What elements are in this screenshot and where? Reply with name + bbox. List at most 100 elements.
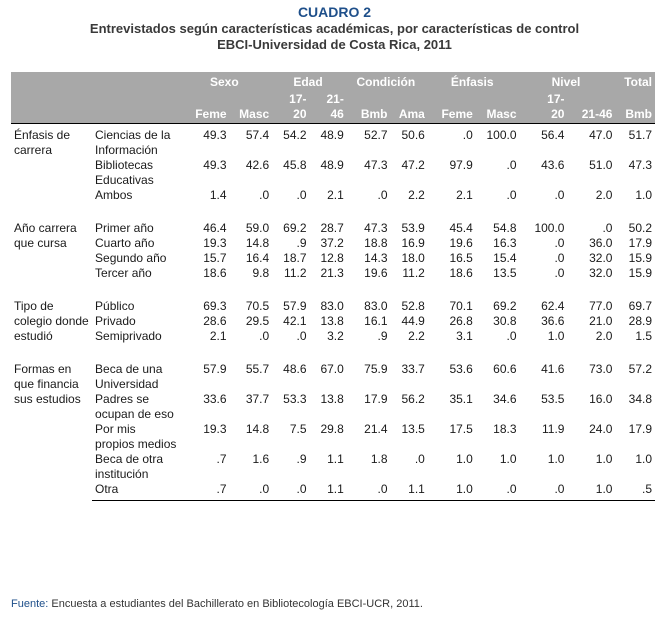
table-title: Entrevistados según características acad… [89,21,580,36]
table-row: Padres se ocupan de eso 33.6 37.7 53.3 13.8 1… [11,392,655,422]
value-cell: 15.9 [628,251,652,265]
table-row: Por mis propios medios 19.3 14.8 7.5 29.8 21.… [11,422,655,452]
value-cell: 54.2 [272,123,310,158]
source-label: Fuente: [11,598,49,610]
value-cell: 2.2 [408,188,425,202]
value-cell: 83.0 [364,299,388,313]
value-cell: 1.0 [635,452,652,466]
value-cell: 69.2 [493,299,517,313]
value-cell: 11.2 [284,266,307,280]
value-cell: 33.7 [401,362,425,376]
value-cell: .0 [554,188,565,202]
value-cell: 28.6 [203,314,227,328]
value-cell: 28.7 [320,221,344,235]
value-cell: .0 [506,158,517,172]
value-cell: 16.1 [364,314,388,328]
value-cell: 13.5 [493,266,517,280]
value-cell: .0 [519,482,568,501]
header-nivel: Nivel [519,72,616,92]
header-enfasis: Énfasis [427,72,520,92]
value-cell: 1.0 [499,452,517,466]
value-cell: 35.1 [449,392,473,406]
value-cell: .0 [602,221,613,235]
value-cell: 47.0 [567,123,616,158]
header-edad: Edad [272,72,347,92]
value-cell: 52.8 [401,299,425,313]
value-cell: 1.1 [327,452,344,466]
value-cell: 36.0 [589,236,613,250]
value-cell: 51.0 [589,158,613,172]
value-cell: 37.7 [245,392,270,406]
value-cell: 34.6 [493,392,517,406]
row-category: Público [95,299,135,313]
value-cell: 13.8 [320,392,344,406]
table-row: Privado 28.6 29.5 42.1 13.8 16.1 44.9 26.8 30.8 3… [11,314,655,329]
value-cell: 1.0 [427,482,476,501]
subheader-cell: Masc [229,92,273,124]
value-cell: .9 [377,329,388,343]
header-condicion: Condición [346,72,428,92]
data-table: Sexo Edad Condición Énfasis Nivel Total … [11,72,655,501]
value-cell: 1.1 [390,482,428,501]
value-cell: 19.6 [364,266,388,280]
section-label: Formas en que financia sus estudios [14,362,81,406]
value-cell: 2.0 [595,329,613,343]
value-cell: .5 [615,482,655,501]
value-cell: .0 [506,188,517,202]
header-total: Total [615,72,655,92]
value-cell: 32.0 [589,266,613,280]
value-cell: 1.0 [547,329,565,343]
value-cell: .0 [229,482,273,501]
value-cell: 18.6 [449,266,473,280]
value-cell: 62.4 [541,299,565,313]
value-cell: 21.4 [364,422,388,436]
value-cell: 2.0 [595,188,613,202]
row-category: Privado [95,314,136,328]
value-cell: .0 [554,236,565,250]
section-label: Énfasis de carrera [11,123,93,203]
value-cell: .7 [216,452,227,466]
value-cell: 73.0 [589,362,613,376]
value-cell: 1.0 [595,452,613,466]
value-cell: 29.5 [245,314,270,328]
value-cell: .0 [554,251,565,265]
value-cell: 14.8 [245,236,270,250]
table-row: Formas en que financia sus estudios Beca … [11,362,655,406]
value-cell: 1.0 [456,452,473,466]
value-cell: .0 [259,188,270,202]
value-cell: 57.9 [203,362,227,376]
value-cell: 24.0 [589,422,613,436]
value-cell: 57.4 [229,123,273,158]
value-cell: 28.9 [628,314,652,328]
value-cell: 1.4 [209,188,227,202]
value-cell: 69.3 [203,299,227,313]
value-cell: 18.6 [203,266,227,280]
row-category: Semiprivado [95,329,162,343]
value-cell: 16.4 [245,251,270,265]
value-cell: 1.0 [635,188,652,202]
table-row: Beca de otra institución .7 1.6 .9 1.1 1.8 .0 1… [11,452,655,482]
value-cell: 2.1 [327,188,344,202]
value-cell: 13.5 [401,422,425,436]
value-cell: 9.8 [252,266,270,280]
value-cell: 11.2 [402,266,425,280]
value-cell: 26.8 [449,314,473,328]
source-note: Fuente: Encuesta a estudiantes del Bachi… [11,598,423,610]
value-cell: .0 [475,482,520,501]
value-cell: .0 [414,452,425,466]
row-category: Ambos [95,188,133,202]
section-spacer [11,281,655,299]
row-category: Cuarto año [95,236,155,250]
value-cell: 17.9 [364,392,388,406]
subheader-cell: 21-46 [567,92,616,124]
value-cell: 100.0 [475,123,520,158]
value-cell: 56.4 [519,123,568,158]
value-cell: 59.0 [245,221,270,235]
value-cell: 15.7 [203,251,227,265]
row-category: Segundo año [95,251,167,265]
value-cell: 21.3 [320,266,344,280]
value-cell: 46.4 [203,221,227,235]
value-cell: 53.9 [401,221,425,235]
value-cell: 2.1 [209,329,227,343]
table-number: CUADRO 2 [297,4,372,20]
